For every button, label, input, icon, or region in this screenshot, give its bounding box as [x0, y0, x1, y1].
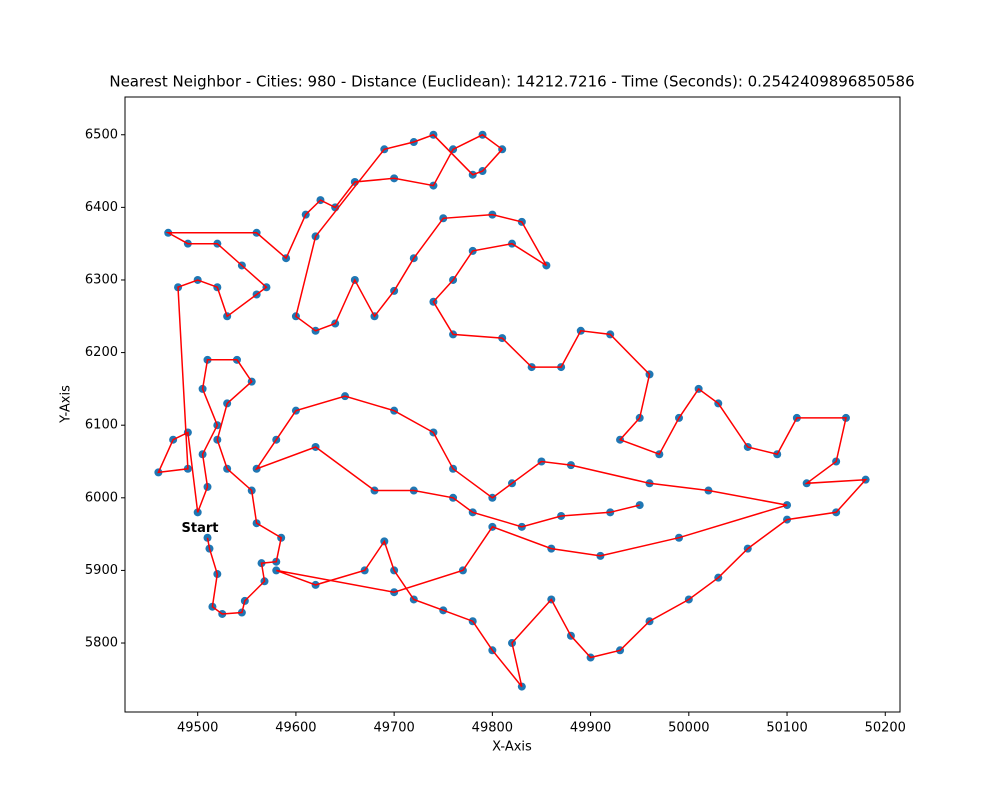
y-tick-label: 6200: [85, 345, 118, 360]
x-tick-label: 49900: [570, 721, 611, 736]
route-line: [157, 133, 868, 688]
y-tick-label: 5900: [85, 563, 118, 578]
y-tick-label: 5800: [85, 636, 118, 651]
x-tick-label: 50100: [766, 721, 807, 736]
x-axis-label: X-Axis: [492, 740, 532, 755]
x-tick-label: 50200: [865, 721, 906, 736]
x-tick-label: 49500: [177, 721, 218, 736]
x-tick-label: 50000: [668, 721, 709, 736]
y-tick-label: 6400: [85, 200, 118, 215]
plot-frame: [124, 96, 901, 713]
city-point: [635, 501, 644, 510]
y-tick-label: 6100: [85, 418, 118, 433]
y-axis-label: Y-Axis: [59, 385, 74, 424]
x-tick-label: 49600: [275, 721, 316, 736]
x-tick-label: 49700: [373, 721, 414, 736]
x-tick-label: 49800: [472, 721, 513, 736]
chart-title: Nearest Neighbor - Cities: 980 - Distanc…: [109, 73, 914, 91]
y-tick-label: 6000: [85, 490, 118, 505]
y-tick-label: 6500: [85, 127, 118, 142]
y-tick-label: 6300: [85, 272, 118, 287]
start-annotation: Start: [182, 521, 219, 536]
